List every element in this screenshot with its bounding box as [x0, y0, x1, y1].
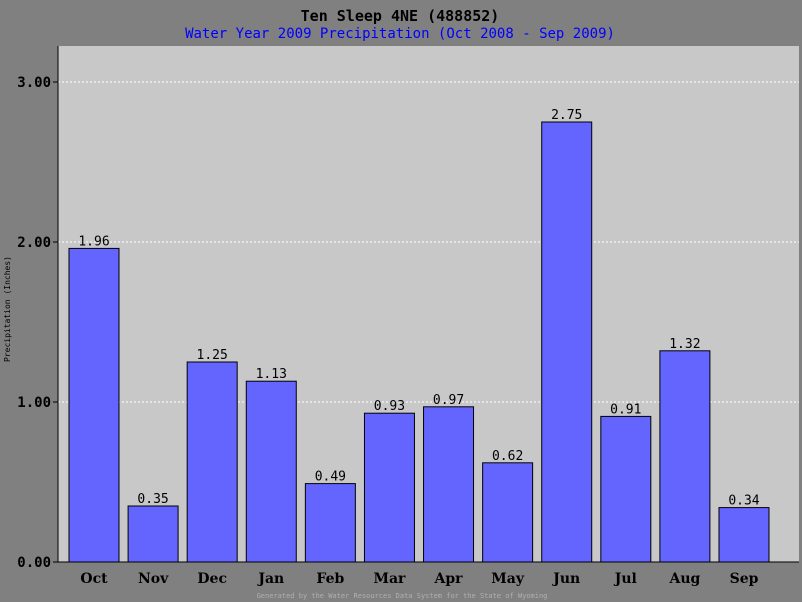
- bars: [68, 121, 770, 563]
- data-labels: 1.96 0.35 1.25 1.13 0.49 0.93 0.97 0.62 2.75 0.91…: [78, 108, 759, 509]
- x-tick-label: Apr: [434, 571, 464, 587]
- x-tick-label: Sep: [730, 571, 759, 587]
- data-label: 0.91: [610, 402, 641, 417]
- footer-credit: Generated by the Water Resources Data Sy…: [257, 592, 548, 600]
- y-tick-label: 1.00: [17, 395, 51, 411]
- data-label: 0.62: [492, 449, 523, 464]
- data-label: 0.93: [374, 399, 405, 414]
- y-tick-label: 3.00: [17, 75, 51, 91]
- y-axis-title: Precipitation (Inches): [3, 256, 12, 362]
- x-tick-label: Aug: [668, 571, 700, 587]
- y-tick-label: 2.00: [17, 235, 51, 251]
- x-axis-ticks: Oct Nov Dec Jan Feb Mar Apr May Jun Jul Aug Sep: [80, 571, 758, 587]
- bar-feb: [304, 483, 356, 563]
- x-tick-label: Nov: [138, 571, 169, 587]
- bar-dec: [186, 361, 238, 563]
- bar-jun: [541, 121, 593, 563]
- bar-jan: [245, 380, 297, 563]
- x-tick-label: Mar: [373, 571, 406, 587]
- x-tick-label: Jun: [551, 571, 580, 587]
- data-label: 1.96: [78, 234, 109, 249]
- data-label: 0.34: [728, 494, 759, 509]
- bar-mar: [363, 412, 415, 563]
- bar-sep: [718, 507, 770, 563]
- y-tick-label: 0.00: [17, 555, 51, 571]
- data-label: 0.97: [433, 393, 464, 408]
- x-tick-label: Feb: [316, 571, 344, 587]
- y-axis-ticks: 0.00 1.00 2.00 3.00: [17, 75, 58, 571]
- data-label: 0.35: [137, 492, 168, 507]
- bar-oct: [68, 247, 120, 563]
- chart-subtitle: Water Year 2009 Precipitation (Oct 2008 …: [185, 26, 615, 42]
- data-label: 1.25: [197, 348, 228, 363]
- data-label: 0.49: [315, 470, 346, 485]
- data-label: 2.75: [551, 108, 582, 123]
- bar-may: [482, 462, 534, 563]
- bar-nov: [127, 505, 179, 563]
- data-label: 1.13: [256, 367, 287, 382]
- bar-jul: [600, 415, 652, 563]
- data-label: 1.32: [669, 337, 700, 352]
- x-tick-label: Dec: [197, 571, 227, 587]
- bar-apr: [423, 406, 475, 563]
- x-tick-label: Oct: [80, 571, 108, 587]
- x-tick-label: Jul: [613, 571, 637, 587]
- x-tick-label: Jan: [256, 571, 284, 587]
- bar-aug: [659, 350, 711, 563]
- x-tick-label: May: [491, 571, 525, 587]
- chart-title: Ten Sleep 4NE (488852): [301, 7, 500, 25]
